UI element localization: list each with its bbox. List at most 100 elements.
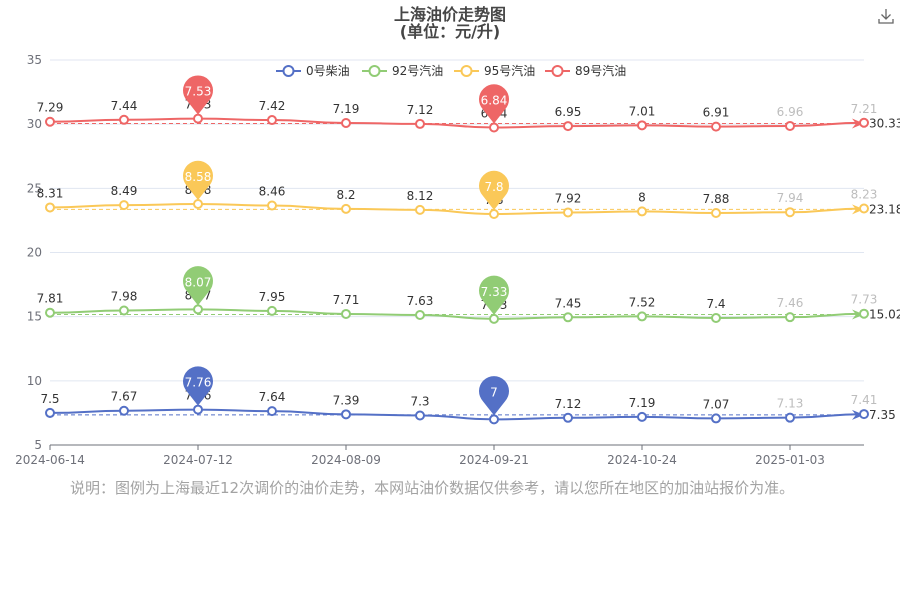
data-label: 7.45	[555, 296, 582, 310]
data-point[interactable]	[119, 114, 129, 125]
data-point[interactable]	[267, 406, 277, 417]
data-label: 8.46	[259, 185, 286, 199]
data-point[interactable]	[637, 120, 647, 131]
data-point[interactable]	[119, 200, 129, 211]
data-point[interactable]	[45, 202, 55, 213]
legend-item-3[interactable]: 89号汽油	[545, 63, 626, 78]
data-label: 7.88	[703, 192, 730, 206]
data-point[interactable]	[785, 312, 795, 323]
legend-item-2[interactable]: 95号汽油	[454, 63, 535, 78]
data-point[interactable]	[563, 412, 573, 423]
legend-item-1[interactable]: 92号汽油	[362, 63, 443, 78]
data-point[interactable]	[193, 113, 203, 124]
y-tick-label: 10	[27, 374, 42, 388]
data-point[interactable]	[341, 118, 351, 129]
max-pin-shape	[183, 266, 214, 306]
legend-marker	[460, 65, 473, 77]
data-label: 7.63	[407, 294, 434, 308]
max-pin-shape	[183, 75, 214, 115]
data-label: 7.3	[410, 394, 429, 408]
min-pin: 7.8	[479, 170, 509, 210]
max-pin-shape	[183, 160, 214, 200]
data-point[interactable]	[563, 207, 573, 218]
min-pin-label: 7	[490, 385, 498, 399]
data-label: 7.07	[703, 397, 730, 411]
data-point[interactable]	[489, 209, 499, 219]
data-point[interactable]	[415, 118, 425, 129]
x-tick-label: 2025-01-03	[755, 453, 825, 467]
min-pin: 7	[479, 376, 509, 416]
min-pin-shape	[479, 84, 509, 124]
data-point[interactable]	[563, 121, 573, 132]
data-point[interactable]	[193, 198, 203, 209]
data-label: 8.49	[111, 184, 138, 198]
legend-label: 0号柴油	[306, 64, 350, 78]
data-label: 7.52	[629, 295, 656, 309]
data-label: 7.29	[37, 101, 64, 115]
legend-item-0[interactable]: 0号柴油	[276, 64, 350, 78]
data-point[interactable]	[785, 207, 795, 218]
data-point[interactable]	[711, 121, 721, 132]
max-pin-label: 7.53	[185, 85, 212, 99]
data-point[interactable]	[711, 413, 721, 424]
data-point[interactable]	[785, 412, 795, 423]
data-point[interactable]	[341, 409, 351, 420]
data-label: 8.2	[336, 188, 355, 202]
data-point[interactable]	[637, 311, 647, 322]
data-point[interactable]	[637, 206, 647, 217]
data-label: 8.31	[37, 186, 64, 200]
data-point[interactable]	[711, 312, 721, 323]
x-tick-label: 2024-09-21	[459, 453, 529, 467]
data-label: 7.67	[111, 390, 138, 404]
data-label: 7.12	[555, 397, 582, 411]
data-point[interactable]	[415, 204, 425, 215]
data-point[interactable]	[119, 405, 129, 416]
data-point[interactable]	[45, 307, 55, 318]
data-point[interactable]	[859, 117, 869, 128]
max-pin: 8.07	[183, 266, 214, 306]
data-point[interactable]	[193, 304, 203, 315]
data-label: 7.39	[333, 393, 360, 407]
data-point[interactable]	[267, 115, 277, 126]
data-point[interactable]	[489, 414, 499, 425]
data-point[interactable]	[267, 200, 277, 211]
data-point[interactable]	[341, 203, 351, 214]
legend[interactable]: 0号柴油 92号汽油 95号汽油 89号汽油	[276, 63, 626, 78]
data-point[interactable]	[341, 308, 351, 319]
data-label: 7.81	[37, 292, 64, 306]
min-pin: 6.84	[479, 84, 509, 124]
grid	[50, 59, 864, 446]
data-point[interactable]	[267, 305, 277, 316]
data-point[interactable]	[415, 410, 425, 421]
y-tick-label: 5	[34, 438, 42, 452]
download-icon[interactable]	[876, 6, 896, 26]
data-point[interactable]	[45, 116, 55, 127]
series-0: 7.35 7.5 7.67 7.76 7.64 7.39 7.3 7 7.12 7.19 7.07 7…	[40, 366, 896, 425]
data-point[interactable]	[785, 120, 795, 131]
average-line-arrow	[852, 309, 864, 320]
data-label: 7.73	[851, 293, 878, 307]
data-point[interactable]	[859, 308, 869, 319]
min-pin-label: 7.8	[484, 180, 503, 194]
y-tick-label: 15	[27, 310, 42, 324]
data-point[interactable]	[563, 312, 573, 323]
data-label: 7.44	[111, 99, 138, 113]
max-pin: 8.58	[183, 160, 214, 200]
data-label: 6.91	[703, 106, 730, 120]
data-point[interactable]	[415, 309, 425, 320]
data-point[interactable]	[637, 411, 647, 422]
data-point[interactable]	[193, 404, 203, 415]
max-pin-label: 8.07	[185, 275, 212, 289]
data-point[interactable]	[489, 122, 499, 133]
x-tick-label: 2024-07-12	[163, 453, 233, 467]
data-point[interactable]	[711, 207, 721, 218]
x-tick-label: 2024-10-24	[607, 453, 677, 467]
data-label: 6.96	[777, 105, 804, 119]
data-point[interactable]	[489, 313, 499, 324]
data-point[interactable]	[859, 409, 869, 420]
data-point[interactable]	[119, 305, 129, 316]
legend-marker	[282, 65, 295, 77]
data-point[interactable]	[45, 407, 55, 418]
y-tick-label: 35	[27, 53, 42, 67]
data-point[interactable]	[859, 203, 869, 214]
